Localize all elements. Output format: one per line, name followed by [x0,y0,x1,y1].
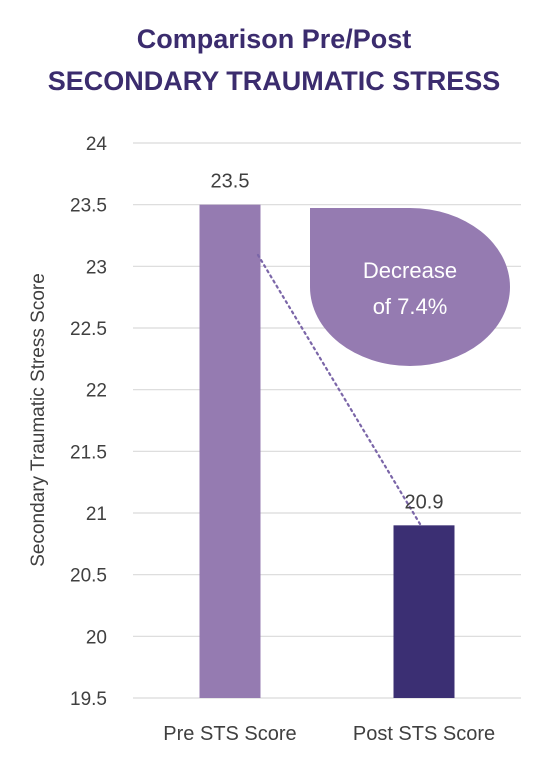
y-tick-label: 22 [86,381,107,402]
bars [199,204,455,698]
data-labels: 23.5 20.9 [211,171,444,514]
y-tick-label: 20 [86,627,107,648]
y-tick-label: 23 [86,257,107,278]
annotation-line2: of 7.4% [373,294,448,319]
data-label: 20.9 [405,491,444,513]
bar [199,204,261,698]
y-axis-ticks: 19.5 20 20.5 21 21.5 22 22.5 23 23.5 24 [70,134,107,710]
y-tick-label: 23.5 [70,196,107,217]
y-tick-label: 19.5 [70,689,107,710]
callout-shape [310,208,510,366]
y-tick-label: 21 [86,504,107,525]
y-tick-label: 21.5 [70,442,107,463]
data-label: 23.5 [211,171,250,193]
y-tick-label: 22.5 [70,319,107,340]
connector [256,253,422,526]
x-axis-ticks: Pre STS Score Post STS Score [163,723,495,745]
y-axis-label: Secondary Traumatic Stress Score [28,273,49,567]
chart-subtitle: SECONDARY TRAUMATIC STRESS [47,66,501,96]
trend-connector [256,253,422,526]
y-tick-label: 24 [86,134,108,155]
annotation-line1: Decrease [363,258,457,283]
chart-title: Comparison Pre/Post [136,24,412,54]
y-tick-label: 20.5 [70,566,107,587]
annotation-callout: Decrease of 7.4% [310,208,510,366]
x-tick-label: Pre STS Score [163,723,296,745]
bar [393,525,455,698]
x-tick-label: Post STS Score [353,723,495,745]
